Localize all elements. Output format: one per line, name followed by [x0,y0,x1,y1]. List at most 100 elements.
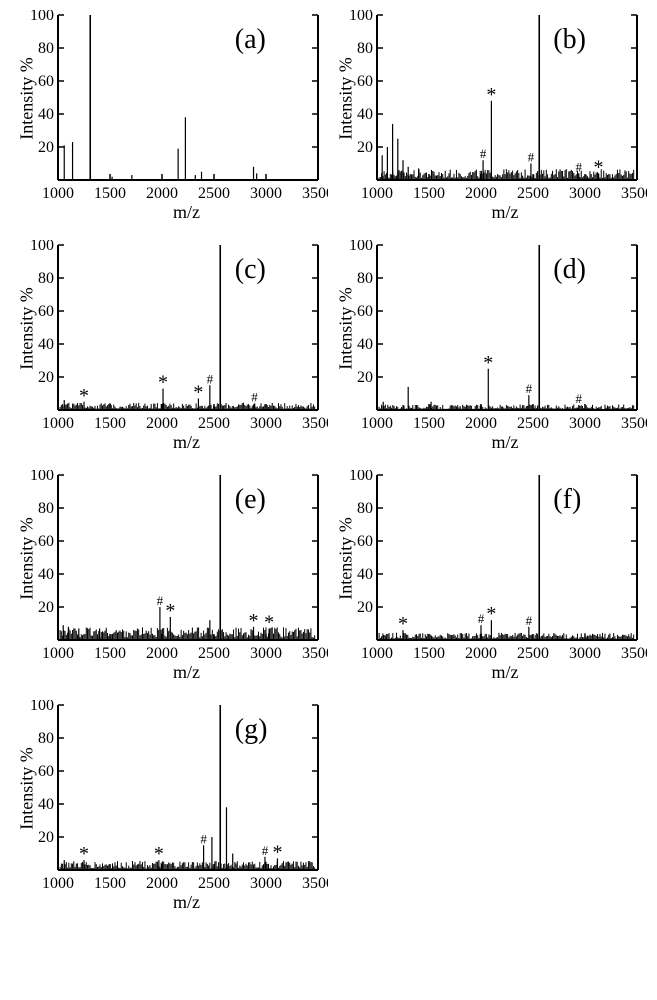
x-axis-label: m/z [492,432,519,453]
svg-text:1500: 1500 [413,645,445,662]
peak-marker: * [249,610,259,632]
y-axis-label: Intensity % [335,513,356,603]
x-axis-label: m/z [492,662,519,683]
peak-marker: # [479,146,486,161]
svg-text:2500: 2500 [517,645,549,662]
peak-marker: # [477,611,484,626]
svg-text:2000: 2000 [465,645,497,662]
svg-text:1000: 1000 [361,185,393,202]
svg-text:2500: 2500 [198,875,230,892]
peak-marker: # [200,831,207,846]
svg-text:1000: 1000 [361,415,393,432]
peak-marker: # [575,159,582,174]
svg-text:60: 60 [38,73,54,90]
spectrum-svg: #*#*#*2040608010010001500200025003000350… [329,10,647,220]
svg-text:3500: 3500 [621,185,647,202]
svg-text:20: 20 [357,139,373,156]
y-axis-label: Intensity % [17,53,38,143]
svg-text:20: 20 [38,369,54,386]
svg-text:2000: 2000 [146,185,178,202]
svg-text:20: 20 [38,829,54,846]
panel-label: (b) [553,24,586,56]
peak-marker: # [525,381,532,396]
svg-text:1000: 1000 [361,645,393,662]
svg-text:3500: 3500 [302,875,328,892]
peak-marker: * [264,611,274,633]
svg-text:3500: 3500 [621,645,647,662]
x-axis-label: m/z [492,202,519,223]
svg-text:80: 80 [357,40,373,57]
spectrum-svg: ***#*#2040608010010001500200025003000350… [10,240,328,450]
spectrum-svg: *#*#20406080100100015002000250030003500 [329,240,647,450]
svg-text:3000: 3000 [250,875,282,892]
peak-marker: * [79,843,89,865]
svg-text:2500: 2500 [198,185,230,202]
y-axis-label: Intensity % [17,513,38,603]
svg-text:3000: 3000 [250,645,282,662]
peak-marker: * [154,843,164,865]
spectrum-panel-a: 20406080100100015002000250030003500Inten… [10,10,329,240]
svg-text:20: 20 [38,599,54,616]
svg-text:100: 100 [349,10,373,24]
svg-text:60: 60 [357,73,373,90]
svg-text:1500: 1500 [94,415,126,432]
peak-marker: * [215,700,225,710]
svg-text:40: 40 [357,106,373,123]
svg-text:60: 60 [38,533,54,550]
spectrum-svg: #****20406080100100015002000250030003500 [10,470,328,680]
svg-text:3500: 3500 [621,415,647,432]
peak-marker: # [527,150,534,165]
svg-text:40: 40 [357,336,373,353]
peak-marker: # [525,613,532,628]
svg-text:3500: 3500 [302,185,328,202]
svg-text:3500: 3500 [302,415,328,432]
x-axis-label: m/z [173,432,200,453]
svg-text:40: 40 [38,106,54,123]
x-axis-label: m/z [173,662,200,683]
svg-text:100: 100 [30,10,54,24]
spectrum-panel-f: *#*#*20406080100100015002000250030003500… [329,470,648,700]
y-axis-label: Intensity % [17,743,38,833]
spectrum-panel-g: **#*#*2040608010010001500200025003000350… [10,700,329,930]
peak-marker: * [272,841,282,863]
peak-marker: * [79,385,89,407]
svg-text:80: 80 [357,500,373,517]
svg-text:2000: 2000 [465,185,497,202]
panel-label: (f) [553,484,581,516]
peak-marker: * [486,84,496,106]
svg-text:40: 40 [357,566,373,583]
svg-text:100: 100 [30,240,54,254]
svg-text:2500: 2500 [517,415,549,432]
svg-text:2500: 2500 [198,415,230,432]
svg-text:20: 20 [357,599,373,616]
spectrum-svg: 20406080100100015002000250030003500 [10,10,328,220]
x-axis-label: m/z [173,892,200,913]
svg-text:80: 80 [38,270,54,287]
panel-label: (g) [235,714,268,746]
y-axis-label: Intensity % [17,283,38,373]
svg-text:80: 80 [38,500,54,517]
svg-text:3000: 3000 [250,185,282,202]
peak-marker: * [158,372,168,394]
svg-text:20: 20 [38,139,54,156]
panel-label: (e) [235,484,266,516]
svg-text:1500: 1500 [94,645,126,662]
svg-text:3000: 3000 [569,645,601,662]
svg-text:1000: 1000 [42,875,74,892]
peak-marker: * [534,10,544,20]
peak-marker: # [207,371,214,386]
svg-text:3500: 3500 [302,645,328,662]
svg-text:2000: 2000 [465,415,497,432]
panel-label: (c) [235,254,266,286]
spectrum-svg: *#*#*20406080100100015002000250030003500 [329,470,647,680]
spectrum-panel-e: #****20406080100100015002000250030003500… [10,470,329,700]
peak-marker: * [483,352,493,374]
svg-text:100: 100 [349,240,373,254]
svg-text:3000: 3000 [569,185,601,202]
peak-marker: # [262,843,269,858]
svg-text:60: 60 [357,303,373,320]
peak-marker: * [534,470,544,480]
spectra-grid: 20 40 60 80 100 1000 1500 2000 2500 3000 3500 Inten… [10,10,647,930]
peak-marker: * [398,613,408,635]
peak-marker: # [251,389,258,404]
